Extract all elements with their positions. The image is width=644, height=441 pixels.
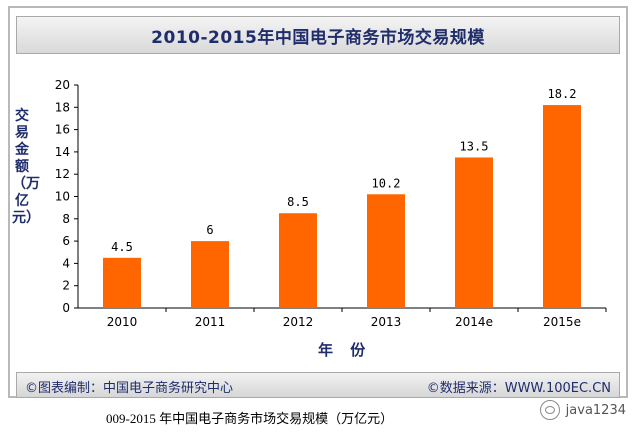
y-tick-label: 6 (62, 234, 70, 248)
x-axis-title: 年 份 (318, 341, 372, 359)
watermark-text: java1234 (565, 402, 626, 418)
data-label: 4.5 (111, 240, 133, 254)
watermark: java1234 (539, 400, 626, 420)
data-label: 6 (206, 223, 213, 237)
y-tick-label: 10 (55, 190, 70, 204)
data-label: 13.5 (460, 139, 489, 153)
y-axis-title: 交易金额（万亿元） (12, 108, 40, 226)
y-tick-label: 18 (55, 100, 70, 114)
x-tick-label: 2010 (107, 315, 138, 329)
y-tick-label: 0 (62, 301, 70, 315)
x-tick-label: 2011 (195, 315, 226, 329)
y-tick-label: 20 (55, 78, 70, 92)
x-tick-label: 2012 (283, 315, 314, 329)
data-label: 8.5 (287, 195, 309, 209)
chart-title: 2010-2015年中国电子商务市场交易规模 (16, 16, 620, 54)
chart-footer: ©图表编制：中国电子商务研究中心 ©数据来源：WWW.100EC.CN (16, 372, 620, 398)
y-tick-label: 2 (62, 279, 70, 293)
y-tick-label: 8 (62, 212, 70, 226)
data-label: 18.2 (548, 87, 577, 101)
y-tick-label: 4 (62, 256, 70, 270)
y-tick-label: 16 (55, 123, 70, 137)
figure-caption: 009-2015 年中国电子商务市场交易规模（万亿元） (106, 411, 394, 426)
bar (103, 257, 141, 308)
bar (455, 157, 493, 308)
x-tick-label: 2015e (543, 315, 581, 329)
y-tick-label: 12 (55, 167, 70, 181)
chart-frame: 2010-2015年中国电子商务市场交易规模 ©图表编制：中国电子商务研究中心 … (8, 6, 628, 398)
data-label: 10.2 (372, 176, 401, 190)
footer-compiled-by: ©图表编制：中国电子商务研究中心 (25, 381, 234, 396)
x-tick-label: 2014e (455, 315, 493, 329)
bar (191, 241, 229, 308)
bar (367, 194, 405, 308)
x-tick-label: 2013 (371, 315, 402, 329)
y-tick-label: 14 (55, 145, 70, 159)
wechat-icon (539, 400, 560, 420)
bar (543, 105, 581, 308)
bar (279, 213, 317, 308)
footer-data-source: ©数据来源：WWW.100EC.CN (426, 381, 611, 396)
